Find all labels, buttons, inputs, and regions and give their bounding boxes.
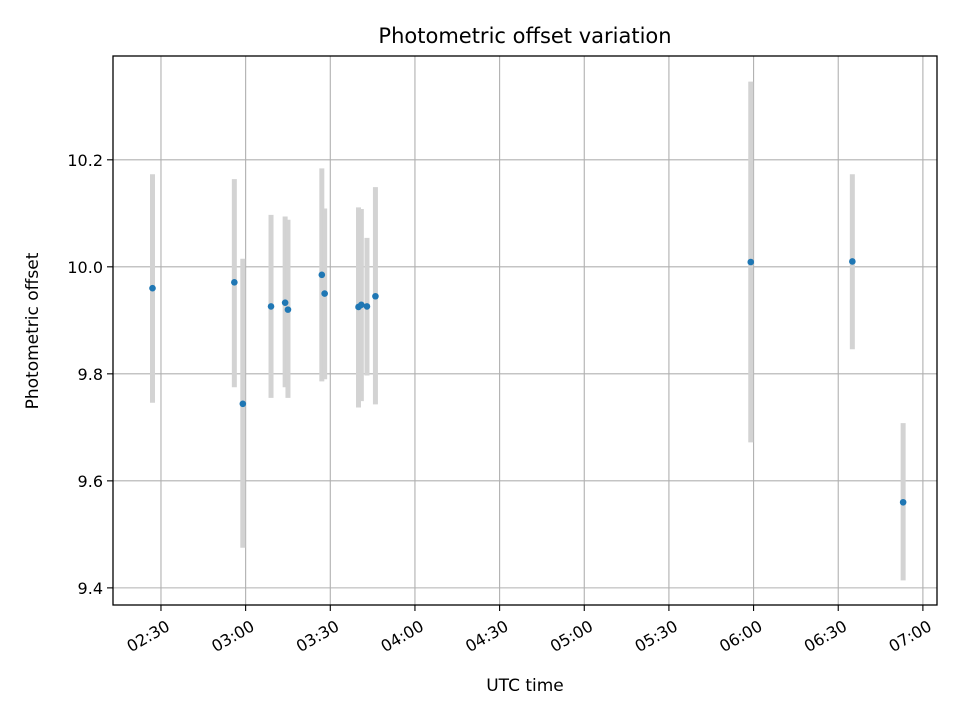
data-point bbox=[363, 303, 371, 310]
data-point bbox=[358, 301, 365, 309]
y-tick-label: 9.6 bbox=[78, 472, 103, 491]
y-axis-label: Photometric offset bbox=[23, 252, 43, 409]
data-point bbox=[239, 400, 247, 408]
data-point bbox=[372, 292, 379, 300]
data-point bbox=[281, 299, 289, 306]
y-tick-label: 10.2 bbox=[67, 151, 103, 170]
y-axis-ticks: 9.4 9.6 9.8 10.0 10.2 bbox=[67, 151, 113, 598]
y-tick-label: 9.8 bbox=[78, 365, 103, 384]
y-tick-label: 10.0 bbox=[67, 258, 103, 277]
chart-title: Photometric offset variation bbox=[378, 24, 671, 48]
data-point bbox=[747, 258, 755, 266]
data-point bbox=[231, 279, 238, 286]
y-tick-label: 9.4 bbox=[78, 579, 103, 598]
data-point bbox=[267, 303, 275, 310]
data-points bbox=[149, 258, 907, 506]
data-point bbox=[849, 258, 856, 265]
data-point bbox=[899, 498, 907, 506]
data-point bbox=[318, 271, 326, 279]
data-point bbox=[284, 306, 292, 313]
x-axis-label: UTC time bbox=[486, 676, 564, 696]
plot-frame bbox=[112, 55, 938, 606]
data-point bbox=[321, 290, 328, 297]
grid bbox=[113, 56, 937, 605]
data-point bbox=[149, 284, 156, 292]
